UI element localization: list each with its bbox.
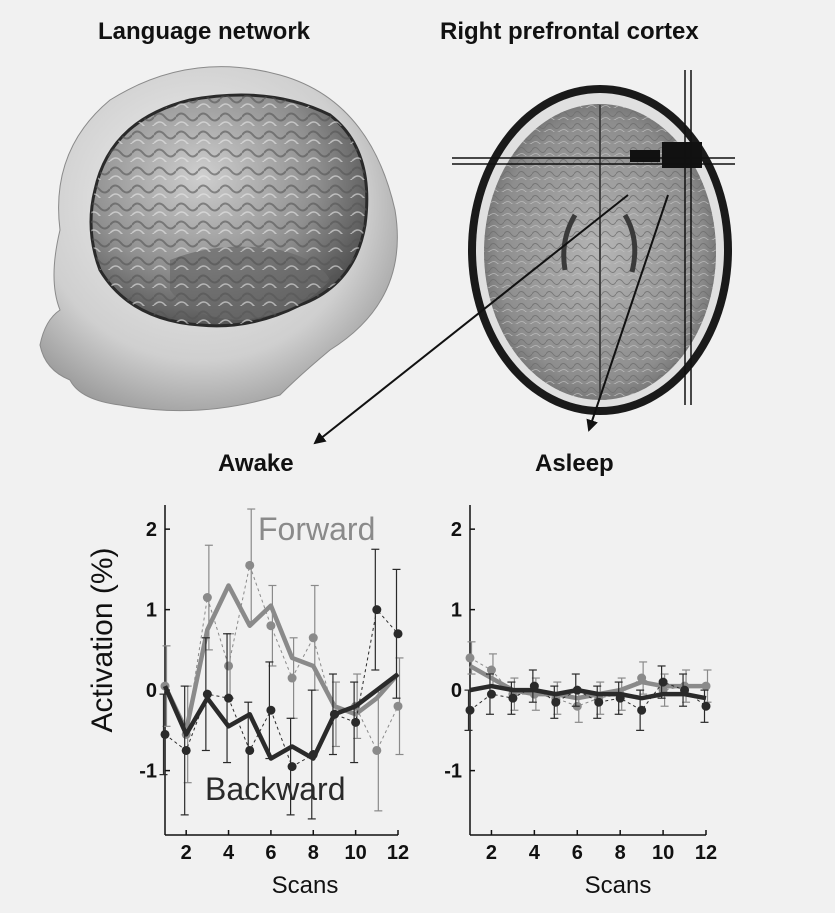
arrow-to-awake [313,194,629,445]
data-point [551,697,561,707]
data-point [486,665,496,675]
data-point [245,745,255,755]
x-tick-label: 12 [695,842,717,864]
data-point [615,693,625,703]
data-point [266,705,276,715]
x-axis-label-asleep: Scans [585,872,652,899]
x-tick-label: 2 [486,842,497,864]
series-label-backward: Backward [205,771,346,807]
x-tick-label: 4 [529,842,541,864]
data-point [393,701,403,711]
data-point [637,673,647,683]
data-point [572,685,582,695]
x-tick-label: 2 [181,842,192,864]
data-point [181,745,191,755]
data-point [160,729,170,739]
y-tick-label: 2 [451,519,462,541]
data-point [202,593,212,603]
data-point [287,762,297,772]
data-point [465,653,475,663]
data-point [308,750,318,760]
head-brain-illustration [39,66,398,412]
arrow-to-asleep [586,194,669,432]
panel-label-asleep: Asleep [535,450,614,477]
data-point [529,681,539,691]
x-tick-label: 8 [308,842,319,864]
title-right-prefrontal-cortex: Right prefrontal cortex [440,18,699,45]
data-point [308,633,318,643]
y-tick-label: 1 [146,600,157,622]
x-tick-label: 10 [345,842,367,864]
series-backward [464,665,711,731]
series-points-connector [164,563,399,752]
series-backward [159,548,403,820]
y-tick-label: 2 [146,519,157,541]
series-line [469,683,707,701]
data-point [393,629,403,639]
title-language-network: Language network [98,18,311,45]
y-tick-label: 0 [451,680,462,702]
y-axis-label: Activation (%) [86,547,119,732]
y-tick-label: -1 [444,761,462,783]
x-tick-label: 10 [652,842,674,864]
data-point [372,745,382,755]
data-point [701,701,711,711]
data-point [351,717,361,727]
data-point [658,677,668,687]
series-forward [465,641,712,723]
data-point [245,560,255,570]
x-tick-label: 6 [265,842,276,864]
data-point [508,693,518,703]
data-point [202,689,212,699]
series-points-connector [164,608,399,768]
x-tick-label: 8 [615,842,626,864]
data-point [224,693,234,703]
mri-slice-illustration [452,70,735,415]
data-point [372,605,382,615]
data-point [594,697,604,707]
data-point [224,661,234,671]
series-label-forward: Forward [258,511,375,547]
x-tick-label: 4 [223,842,235,864]
y-tick-label: 0 [146,680,157,702]
data-point [465,705,475,715]
data-point [329,709,339,719]
data-point [680,685,690,695]
x-tick-label: 6 [572,842,583,864]
panel-label-awake: Awake [218,450,294,477]
data-point [287,673,297,683]
y-tick-label: 1 [451,600,462,622]
series-line [162,583,400,733]
series-line [162,672,400,761]
series-points-connector [469,657,706,707]
y-tick-label: -1 [139,761,157,783]
data-point [266,621,276,631]
data-point [637,705,647,715]
data-point [486,689,496,699]
data-point [701,681,711,691]
x-tick-label: 12 [387,842,409,864]
x-axis-label-awake: Scans [272,872,339,899]
